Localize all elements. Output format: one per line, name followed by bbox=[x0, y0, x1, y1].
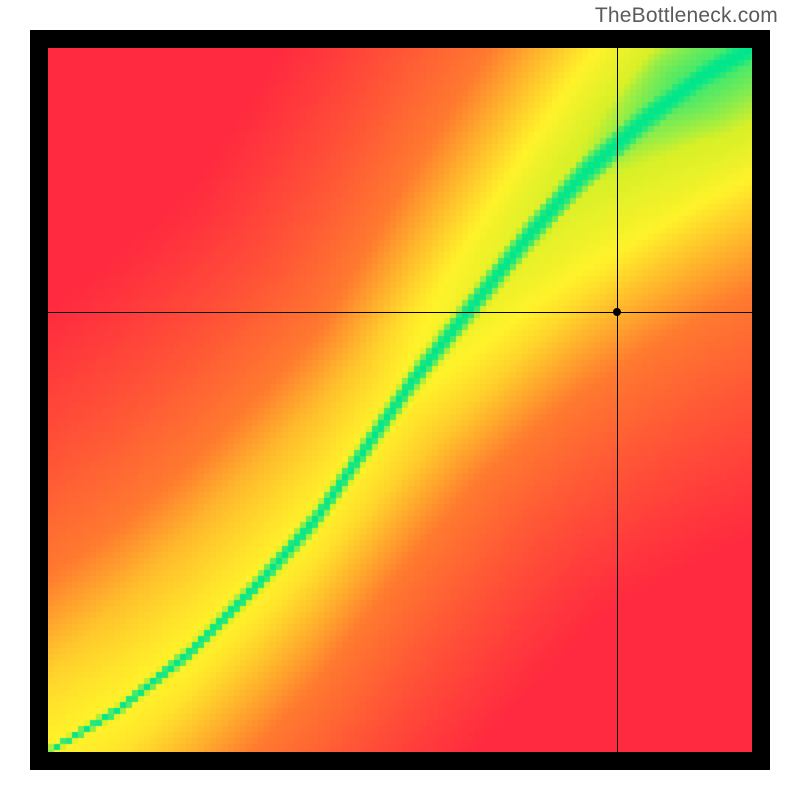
crosshair-vertical bbox=[617, 48, 618, 752]
crosshair-marker bbox=[613, 308, 621, 316]
heatmap-canvas bbox=[48, 48, 752, 752]
plot-area bbox=[48, 48, 752, 752]
watermark-text: TheBottleneck.com bbox=[595, 4, 778, 28]
crosshair-horizontal bbox=[48, 312, 752, 313]
chart-frame bbox=[30, 30, 770, 770]
